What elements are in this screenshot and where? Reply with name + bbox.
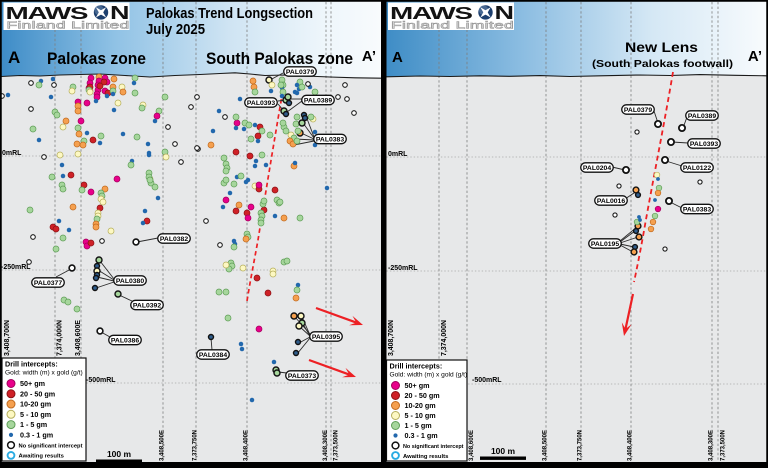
svg-text:Gold: width (m) x gold (g/t): Gold: width (m) x gold (g/t) [390,372,468,379]
svg-text:No significant intercept: No significant intercept [403,444,464,450]
svg-text:7,374,000N: 7,374,000N [441,320,448,356]
svg-text:1 - 5 gm: 1 - 5 gm [405,421,432,430]
svg-text:New Lens: New Lens [625,39,698,55]
svg-text:Awaiting results: Awaiting results [19,454,65,460]
svg-text:-250mRL: -250mRL [388,265,418,272]
svg-text:Drill intercepts:: Drill intercepts: [390,362,443,371]
svg-text:PAL0384: PAL0384 [199,352,227,359]
svg-text:Gold: width (m) x gold (g/t): Gold: width (m) x gold (g/t) [5,370,83,377]
svg-text:MAWS: MAWS [6,3,88,23]
svg-text:July 2025: July 2025 [146,22,205,38]
svg-text:PAL0122: PAL0122 [683,165,711,172]
svg-text:PAL0373: PAL0373 [288,373,316,380]
svg-text:PAL0379: PAL0379 [286,69,314,76]
svg-text:Palokas zone: Palokas zone [47,50,146,68]
svg-text:PAL0389: PAL0389 [304,98,332,105]
svg-text:0.3 - 1 gm: 0.3 - 1 gm [20,430,53,439]
svg-text:PAL0204: PAL0204 [583,165,611,172]
svg-text:PAL0386: PAL0386 [111,338,139,345]
svg-text:-500mRL: -500mRL [472,377,502,384]
svg-text:-500mRL: -500mRL [86,377,116,384]
svg-text:3,408,500E: 3,408,500E [542,429,549,461]
svg-text:0.3 - 1 gm: 0.3 - 1 gm [405,431,438,440]
svg-text:5 - 10 gm: 5 - 10 gm [405,411,436,420]
svg-text:3,408,700N: 3,408,700N [388,320,395,356]
svg-text:3,408,400E: 3,408,400E [243,429,250,461]
svg-text:3,408,300E: 3,408,300E [708,429,715,461]
svg-text:Drill intercepts:: Drill intercepts: [5,360,58,369]
svg-text:Finland Limited: Finland Limited [7,20,130,32]
svg-text:PAL0380: PAL0380 [116,278,144,285]
svg-text:PAL0377: PAL0377 [34,280,62,287]
svg-text:50+ gm: 50+ gm [20,379,45,388]
svg-text:N: N [495,3,515,23]
svg-text:7,373,500N: 7,373,500N [720,430,727,461]
svg-text:3,408,500E: 3,408,500E [159,429,166,461]
svg-text:PAL0016: PAL0016 [597,198,625,205]
svg-text:(South Palokas footwall): (South Palokas footwall) [592,58,733,70]
svg-text:3,408,300E: 3,408,300E [322,429,329,461]
svg-text:20 - 50 gm: 20 - 50 gm [405,391,440,400]
svg-text:No significant intercept: No significant intercept [19,443,83,449]
svg-text:20 - 50 gm: 20 - 50 gm [20,389,55,398]
svg-text:PAL0389: PAL0389 [688,113,716,120]
svg-text:3,408,600E: 3,408,600E [468,429,475,461]
svg-text:7,373,750N: 7,373,750N [192,430,199,461]
svg-text:A’: A’ [748,48,762,65]
svg-text:N: N [110,3,130,23]
svg-text:A’: A’ [362,48,376,65]
svg-text:PAL0392: PAL0392 [133,303,161,310]
svg-text:7,374,000N: 7,374,000N [57,320,64,356]
svg-text:100 m: 100 m [107,449,132,459]
svg-text:10-20 gm: 10-20 gm [405,401,436,410]
svg-text:PAL0382: PAL0382 [160,236,188,243]
svg-text:1 - 5 gm: 1 - 5 gm [20,420,47,429]
svg-text:PAL0393: PAL0393 [690,141,718,148]
svg-text:0mRL: 0mRL [2,150,22,157]
svg-text:PAL0379: PAL0379 [624,107,652,114]
svg-text:100 m: 100 m [491,446,516,456]
svg-text:7,373,750N: 7,373,750N [577,430,584,461]
svg-text:3,408,600E: 3,408,600E [75,320,82,356]
svg-text:MAWS: MAWS [390,3,472,23]
svg-text:PAL0195: PAL0195 [591,241,619,248]
svg-text:3,408,400E: 3,408,400E [627,429,634,461]
svg-text:Finland Limited: Finland Limited [391,20,514,32]
svg-text:7,373,500N: 7,373,500N [333,430,340,461]
svg-text:PAL0393: PAL0393 [247,100,275,107]
svg-text:PAL0395: PAL0395 [312,334,340,341]
svg-text:PAL0383: PAL0383 [683,207,711,214]
svg-text:South Palokas zone: South Palokas zone [206,50,353,68]
svg-text:5 - 10 gm: 5 - 10 gm [20,410,51,419]
svg-text:3,408,700N: 3,408,700N [4,320,11,356]
svg-text:A: A [8,48,20,67]
svg-text:50+ gm: 50+ gm [405,381,430,390]
svg-text:10-20 gm: 10-20 gm [20,400,51,409]
svg-text:0mRL: 0mRL [388,151,408,158]
svg-text:-250mRL: -250mRL [1,264,31,271]
svg-text:Awaiting results: Awaiting results [403,454,449,460]
svg-text:PAL0383: PAL0383 [316,137,344,144]
svg-text:Palokas Trend Longsection: Palokas Trend Longsection [146,6,313,22]
svg-text:A: A [392,49,403,66]
